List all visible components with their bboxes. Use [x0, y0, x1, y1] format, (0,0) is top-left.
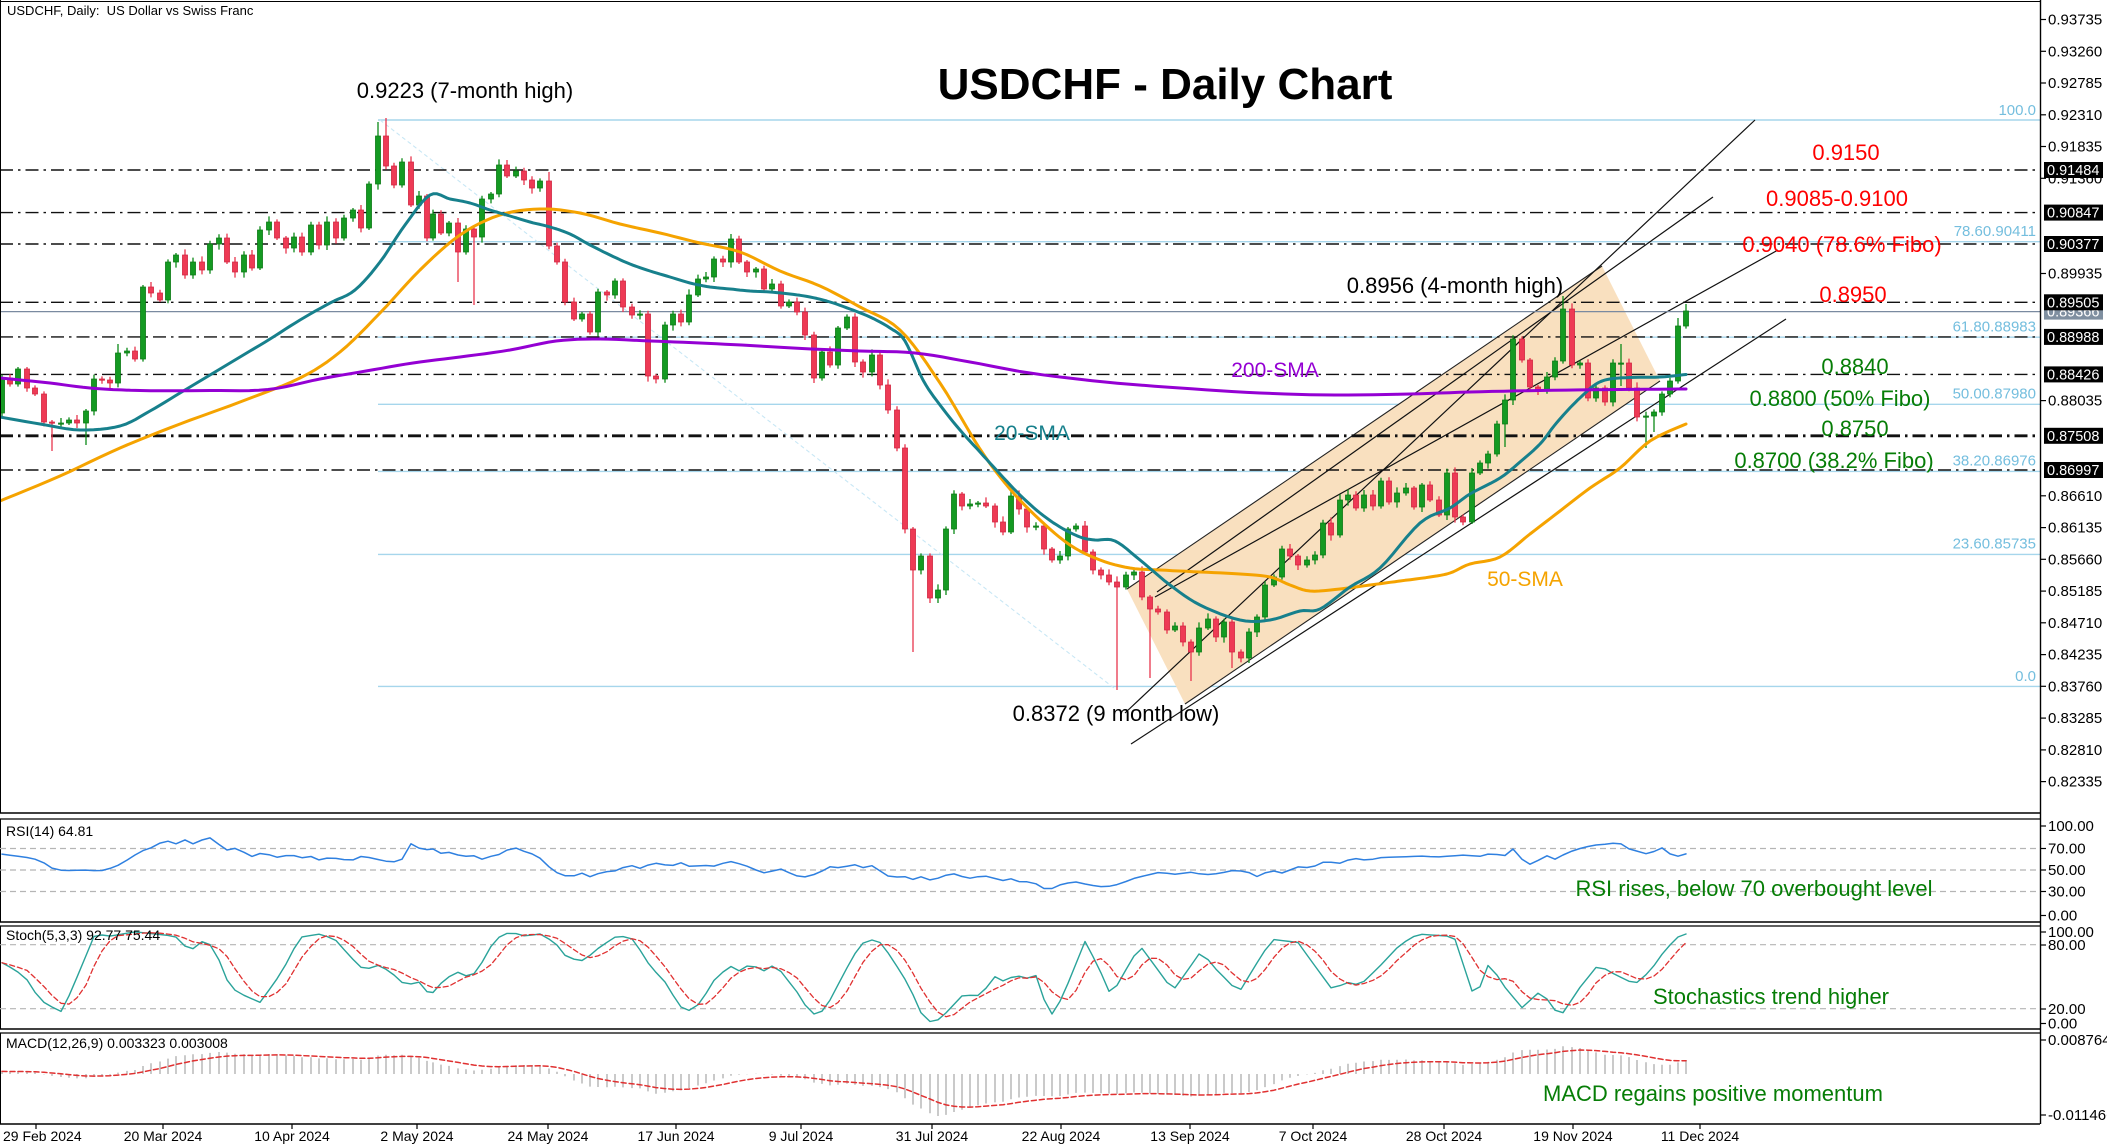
svg-text:0.86610: 0.86610 [2048, 488, 2102, 505]
svg-text:29 Feb 2024: 29 Feb 2024 [3, 1128, 82, 1144]
svg-text:80.00: 80.00 [2048, 937, 2086, 954]
svg-text:0.88426: 0.88426 [2047, 367, 2099, 383]
svg-text:MACD(12,26,9) 0.003323 0.00300: MACD(12,26,9) 0.003323 0.003008 [6, 1035, 228, 1051]
svg-text:0.83760: 0.83760 [2048, 678, 2102, 695]
svg-text:RSI(14) 64.81: RSI(14) 64.81 [6, 823, 93, 839]
svg-text:0.86135: 0.86135 [2048, 520, 2102, 537]
svg-text:0.8840: 0.8840 [1821, 354, 1888, 379]
svg-text:24 May 2024: 24 May 2024 [508, 1128, 589, 1144]
svg-text:100.00: 100.00 [2048, 818, 2094, 835]
svg-text:38.20.86976: 38.20.86976 [1953, 453, 2036, 470]
svg-text:9 Jul 2024: 9 Jul 2024 [769, 1128, 834, 1144]
svg-text:19 Nov 2024: 19 Nov 2024 [1533, 1128, 1613, 1144]
svg-text:31 Jul 2024: 31 Jul 2024 [896, 1128, 969, 1144]
svg-text:20-SMA: 20-SMA [994, 422, 1070, 445]
svg-text:61.80.88983: 61.80.88983 [1953, 319, 2036, 336]
svg-text:0.82335: 0.82335 [2048, 774, 2102, 791]
svg-text:0.90377: 0.90377 [2047, 237, 2099, 253]
svg-text:13 Sep 2024: 13 Sep 2024 [1150, 1128, 1230, 1144]
svg-text:0.8956 (4-month high): 0.8956 (4-month high) [1347, 273, 1563, 298]
svg-text:0.90847: 0.90847 [2047, 206, 2099, 222]
svg-text:100.00: 100.00 [2048, 924, 2094, 941]
svg-text:RSI rises, below 70 overbought: RSI rises, below 70 overbought level [1575, 876, 1932, 901]
svg-text:0.91484: 0.91484 [2047, 163, 2099, 179]
svg-text:78.60.90411: 78.60.90411 [1954, 223, 2036, 240]
svg-text:0.86997: 0.86997 [2047, 463, 2099, 479]
svg-text:200-SMA: 200-SMA [1231, 359, 1319, 382]
svg-text:50.00.87980: 50.00.87980 [1953, 386, 2036, 403]
svg-text:0.0: 0.0 [2015, 668, 2036, 685]
svg-text:0.00: 0.00 [2048, 908, 2077, 925]
svg-text:0.84710: 0.84710 [2048, 615, 2102, 632]
svg-text:0.9085-0.9100: 0.9085-0.9100 [1766, 186, 1908, 211]
svg-text:0.9040 (78.6% Fibo): 0.9040 (78.6% Fibo) [1742, 232, 1941, 257]
svg-text:50-SMA: 50-SMA [1487, 568, 1563, 591]
svg-text:23.60.85735: 23.60.85735 [1953, 536, 2036, 553]
svg-text:11 Dec 2024: 11 Dec 2024 [1661, 1128, 1740, 1144]
svg-text:0.8750: 0.8750 [1821, 416, 1888, 441]
svg-text:0.85185: 0.85185 [2048, 583, 2102, 600]
svg-text:0.89505: 0.89505 [2047, 295, 2099, 311]
svg-text:0.85660: 0.85660 [2048, 551, 2102, 568]
svg-text:0.87508: 0.87508 [2047, 429, 2099, 445]
svg-text:17 Jun 2024: 17 Jun 2024 [637, 1128, 714, 1144]
svg-text:0.92310: 0.92310 [2048, 107, 2102, 124]
svg-text:Stoch(5,3,3) 92.77 75.44: Stoch(5,3,3) 92.77 75.44 [6, 927, 160, 943]
svg-text:0.88988: 0.88988 [2047, 330, 2099, 346]
svg-text:70.00: 70.00 [2048, 841, 2086, 858]
svg-text:30.00: 30.00 [2048, 884, 2086, 901]
svg-text:0.8372 (9 month low): 0.8372 (9 month low) [1013, 701, 1220, 726]
svg-text:28 Oct 2024: 28 Oct 2024 [1406, 1128, 1482, 1144]
svg-text:0.93260: 0.93260 [2048, 43, 2102, 60]
svg-text:20.00: 20.00 [2048, 1001, 2086, 1018]
svg-text:0.008764: 0.008764 [2048, 1032, 2107, 1049]
svg-text:0.9150: 0.9150 [1812, 140, 1879, 165]
svg-text:10 Apr 2024: 10 Apr 2024 [254, 1128, 330, 1144]
svg-text:7 Oct 2024: 7 Oct 2024 [1279, 1128, 1348, 1144]
svg-text:0.8950: 0.8950 [1819, 282, 1886, 307]
svg-text:0.92785: 0.92785 [2048, 75, 2102, 92]
svg-text:0.88035: 0.88035 [2048, 393, 2102, 410]
svg-text:100.0: 100.0 [1998, 102, 2036, 119]
svg-text:MACD regains positive momentum: MACD regains positive momentum [1543, 1081, 1883, 1106]
svg-text:USDCHF - Daily Chart: USDCHF - Daily Chart [938, 60, 1393, 109]
svg-text:20 Mar 2024: 20 Mar 2024 [124, 1128, 203, 1144]
svg-text:0.8800 (50% Fibo): 0.8800 (50% Fibo) [1750, 386, 1931, 411]
svg-text:0.00: 0.00 [2048, 1016, 2077, 1033]
svg-text:0.8700 (38.2% Fibo): 0.8700 (38.2% Fibo) [1734, 448, 1933, 473]
svg-text:0.91835: 0.91835 [2048, 139, 2102, 156]
svg-text:0.83285: 0.83285 [2048, 710, 2102, 727]
svg-text:0.89935: 0.89935 [2048, 266, 2102, 283]
svg-text:2 May 2024: 2 May 2024 [380, 1128, 453, 1144]
svg-text:0.82810: 0.82810 [2048, 742, 2102, 759]
svg-text:50.00: 50.00 [2048, 862, 2086, 879]
svg-text:22 Aug 2024: 22 Aug 2024 [1022, 1128, 1101, 1144]
svg-text:0.84235: 0.84235 [2048, 647, 2102, 664]
svg-text:0.93735: 0.93735 [2048, 12, 2102, 29]
svg-text:USDCHF, Daily: US Dollar vs S: USDCHF, Daily: US Dollar vs Swiss Franc [7, 3, 254, 18]
svg-text:-0.011466: -0.011466 [2048, 1107, 2107, 1124]
svg-text:0.9223 (7-month high): 0.9223 (7-month high) [357, 78, 573, 103]
svg-text:Stochastics trend higher: Stochastics trend higher [1653, 984, 1889, 1009]
